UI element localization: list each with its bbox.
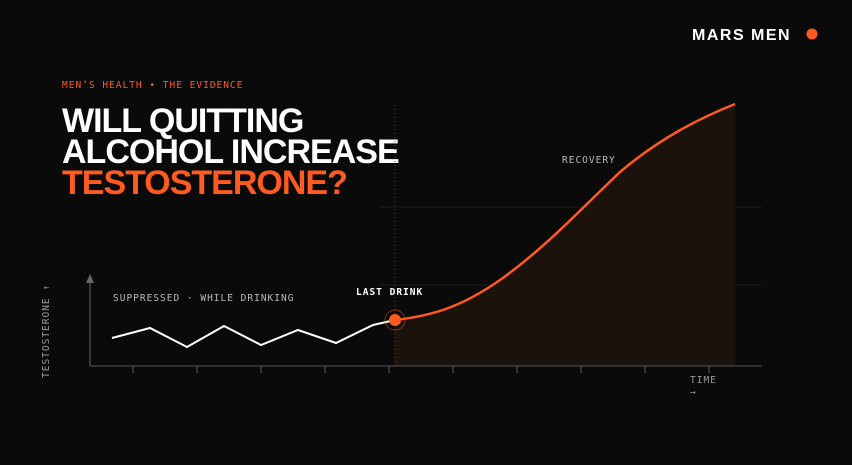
event-dot xyxy=(389,314,401,326)
title-line: ALCOHOL INCREASE xyxy=(62,133,399,171)
event-label: LAST DRINK xyxy=(356,287,423,298)
recovery-label: RECOVERY xyxy=(562,155,616,166)
x-axis-arrow: → xyxy=(690,387,697,398)
recovery-area xyxy=(395,104,735,366)
eyebrow: MEN’S HEALTH • THE EVIDENCE xyxy=(62,80,243,91)
event-ring xyxy=(384,309,406,331)
suppressed-label: SUPPRESSED · WHILE DRINKING xyxy=(113,293,294,304)
recovery-line xyxy=(394,102,736,322)
y-axis-arrow xyxy=(86,274,94,283)
logo: MARS MEN xyxy=(692,27,791,44)
axis-ticks xyxy=(132,366,710,373)
suppressed-line xyxy=(111,319,396,349)
title-line: WILL QUITTING xyxy=(62,102,303,140)
y-axis-label: TESTOSTERONE ↑ xyxy=(41,284,52,378)
logo-dot xyxy=(806,28,818,40)
title-highlight: TESTOSTERONE? xyxy=(62,164,347,202)
x-axis-label: TIME xyxy=(690,375,717,386)
